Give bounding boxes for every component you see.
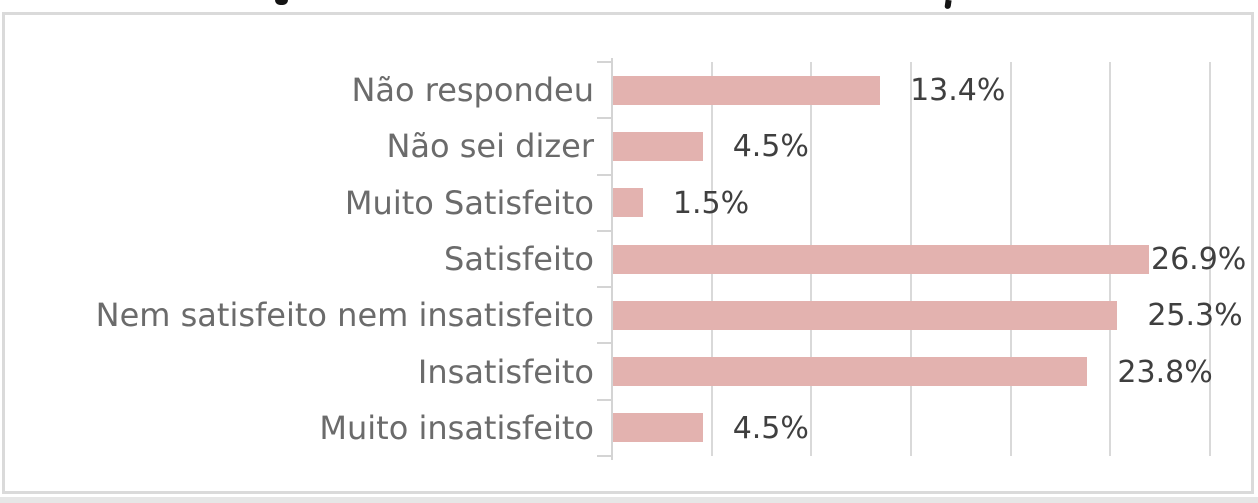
data-label: 26.9%: [1151, 242, 1247, 277]
bar: [613, 300, 1118, 330]
comma-descender-mark: [944, 0, 952, 10]
category-label: Satisfeito: [444, 240, 594, 278]
value-gridline: [1209, 62, 1211, 456]
category-label: Muito insatisfeito: [319, 408, 594, 447]
data-label: 13.4%: [910, 73, 1006, 109]
axis-tick: [597, 286, 612, 289]
axis-tick: [597, 117, 612, 120]
data-label: 1.5%: [672, 185, 750, 221]
category-label: Não respondeu: [351, 71, 594, 110]
category-label: Insatisfeito: [417, 352, 594, 391]
category-label: Nem satisfeito nem insatisfeito: [95, 296, 594, 335]
axis-tick: [597, 455, 612, 457]
axis-tick: [597, 61, 612, 63]
bar: [613, 244, 1150, 274]
axis-tick: [597, 229, 612, 232]
bar: [613, 413, 703, 443]
g-descender-mark: [275, 0, 288, 5]
axis-tick: [597, 342, 612, 345]
category-axis-line: [611, 58, 613, 460]
axis-tick: [597, 173, 612, 176]
bar: [613, 75, 881, 105]
data-label: 25.3%: [1147, 298, 1243, 334]
category-label: Não sei dizer: [386, 127, 594, 166]
bar: [613, 131, 703, 161]
category-label: Muito Satisfeito: [344, 183, 594, 222]
bar: [613, 188, 643, 218]
data-label: 4.5%: [732, 129, 809, 165]
axis-tick: [597, 398, 612, 401]
page-bottom-strip: [0, 497, 1258, 503]
bar: [613, 357, 1088, 387]
data-label: 23.8%: [1117, 354, 1213, 390]
data-label: 4.5%: [732, 410, 809, 446]
